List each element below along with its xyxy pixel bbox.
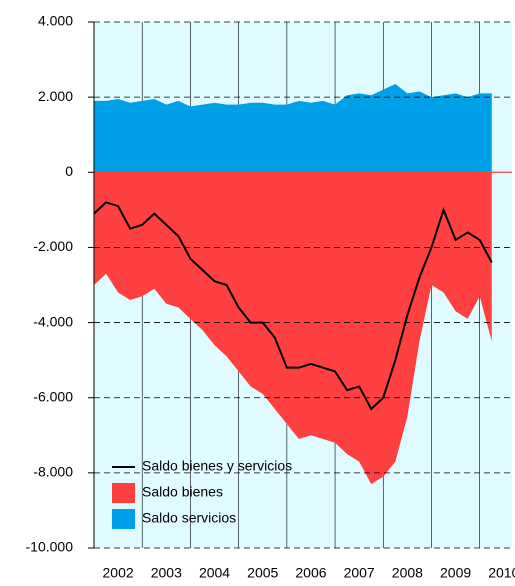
legend-swatch bbox=[112, 509, 135, 529]
x-tick-label: 2002 bbox=[103, 565, 134, 581]
line bbox=[93, 201, 493, 411]
x-tick-label: 2008 bbox=[392, 565, 423, 581]
y-tick-label: -8.000 bbox=[33, 464, 73, 480]
x-tick-label: 2003 bbox=[151, 565, 182, 581]
legend-label: Saldo servicios bbox=[142, 510, 236, 526]
x-tick-label: 2005 bbox=[247, 565, 278, 581]
y-tick-label: 4.000 bbox=[38, 13, 73, 29]
y-tick-label: -10.000 bbox=[26, 539, 74, 555]
x-tick-label: 2007 bbox=[344, 565, 375, 581]
x-tick-label: 2010 bbox=[488, 565, 515, 581]
y-tick-label: 2.000 bbox=[38, 88, 73, 104]
x-tick-label: 2009 bbox=[440, 565, 471, 581]
y-tick-label: 0 bbox=[65, 163, 73, 179]
y-tick-label: -2.000 bbox=[33, 238, 73, 254]
x-tick-label: 2006 bbox=[295, 565, 326, 581]
legend-label: Saldo bienes bbox=[142, 484, 223, 500]
y-tick-label: -4.000 bbox=[33, 313, 73, 329]
y-tick-label: -6.000 bbox=[33, 388, 73, 404]
legend-swatch bbox=[112, 483, 135, 503]
area bbox=[94, 172, 492, 485]
x-tick-label: 2004 bbox=[199, 565, 230, 581]
area bbox=[94, 83, 492, 173]
legend-label: Saldo bienes y servicios bbox=[142, 458, 292, 474]
